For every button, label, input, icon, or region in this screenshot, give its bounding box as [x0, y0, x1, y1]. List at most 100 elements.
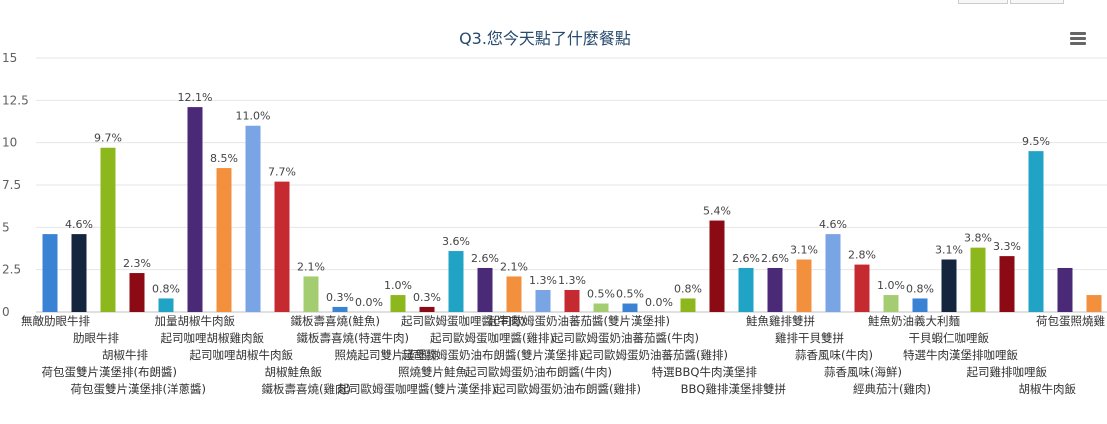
data-label: 1.0% — [877, 279, 905, 292]
data-label: 9.5% — [1022, 135, 1050, 148]
x-tick-label: 荷包蛋照燒雞 — [1036, 314, 1105, 328]
bar[interactable] — [912, 298, 928, 312]
x-tick-label: 特選BBQ牛肉漢堡排 — [652, 365, 758, 379]
y-tick-label: 5 — [2, 220, 10, 234]
x-tick-label: 起司歐姆蛋奶油布朗醬(牛肉) — [465, 365, 612, 379]
bar[interactable] — [854, 264, 870, 312]
bar[interactable] — [535, 289, 551, 312]
bar[interactable] — [187, 107, 203, 313]
x-tick-label: 照燒雙片鮭魚 — [398, 365, 467, 379]
data-label: 0.0% — [645, 296, 673, 309]
data-label: 4.6% — [819, 218, 847, 231]
data-label: 0.0% — [355, 296, 383, 309]
data-label: 0.5% — [616, 288, 644, 301]
y-tick-label: 0 — [2, 305, 10, 319]
bar[interactable] — [274, 181, 290, 312]
bar[interactable] — [796, 259, 812, 312]
data-label: 3.8% — [964, 232, 992, 245]
bar[interactable] — [622, 303, 638, 312]
x-tick-label: 雞排干貝雙拼 — [775, 331, 844, 345]
x-tick-label: BBQ雞排漢堡排雙拼 — [681, 382, 786, 396]
x-tick-label: 鐵板壽喜燒(特選牛肉) — [297, 331, 409, 345]
data-label: 9.7% — [94, 132, 122, 145]
x-tick-label: 蒜香風味(牛肉) — [795, 348, 873, 362]
data-label: 5.4% — [703, 205, 731, 218]
bar[interactable] — [1086, 295, 1102, 312]
x-tick-label: 鐵板壽喜燒(鮭魚) — [291, 314, 380, 328]
data-label: 7.7% — [268, 166, 296, 179]
x-tick-label: 特選牛肉漢堡排咖哩飯 — [903, 348, 1018, 362]
bar[interactable] — [332, 306, 348, 312]
y-tick-label: 2.5 — [2, 263, 21, 277]
bar[interactable] — [1057, 267, 1073, 312]
bar[interactable] — [941, 259, 957, 312]
data-label: 2.8% — [848, 249, 876, 262]
x-tick-label: 起司歐姆蛋奶油布朗醬(雞排) — [494, 382, 641, 396]
bar[interactable] — [564, 289, 580, 312]
bar[interactable] — [448, 251, 464, 312]
data-label: 2.6% — [761, 252, 789, 265]
data-label: 2.6% — [732, 252, 760, 265]
bar[interactable] — [245, 125, 261, 312]
x-tick-label: 起司雞排咖哩飯 — [967, 365, 1048, 379]
bar[interactable] — [593, 303, 609, 312]
bar[interactable] — [680, 298, 696, 312]
x-tick-label: 干貝蝦仁咖哩飯 — [909, 331, 990, 345]
bar[interactable] — [970, 247, 986, 312]
data-label: 3.1% — [790, 244, 818, 257]
data-label: 0.3% — [326, 291, 354, 304]
y-tick-label: 10 — [2, 136, 17, 150]
x-tick-label: 加量胡椒牛肉飯 — [155, 314, 236, 328]
x-tick-label: 起司咖哩胡椒牛肉飯 — [190, 348, 294, 362]
bar[interactable] — [303, 276, 319, 312]
x-tick-label: 起司歐姆蛋奶油蕃茄醬(雙片漢堡排) — [489, 314, 670, 328]
y-tick-label: 12.5 — [2, 93, 29, 107]
x-tick-label: 無敵肋眼牛排 — [21, 314, 90, 328]
x-tick-label: 鮭魚雞排雙拼 — [746, 314, 815, 328]
bar[interactable] — [1028, 151, 1044, 312]
bar[interactable] — [129, 273, 145, 312]
data-label: 12.1% — [178, 91, 213, 104]
bar[interactable] — [216, 168, 232, 312]
chart-title: Q3.您今天點了什麼餐點 — [459, 29, 631, 48]
bar[interactable] — [709, 220, 725, 312]
x-tick-label: 起司歐姆蛋奶油蕃茄醬(牛肉) — [552, 331, 699, 345]
bar[interactable] — [767, 267, 783, 312]
x-tick-label: 起司歐姆蛋奶油布朗醬(雙片漢堡排) — [402, 348, 583, 362]
bar[interactable] — [506, 276, 522, 312]
bar[interactable] — [419, 306, 435, 312]
data-label: 1.0% — [384, 279, 412, 292]
bar[interactable] — [158, 298, 174, 312]
bar[interactable] — [390, 295, 406, 312]
data-label: 2.1% — [500, 260, 528, 273]
x-tick-label: 起司歐姆蛋奶油蕃茄醬(雞排) — [581, 348, 728, 362]
x-tick-label: 胡椒鮭魚飯 — [265, 365, 323, 379]
x-tick-label: 起司咖哩胡椒雞肉飯 — [161, 331, 265, 345]
hamburger-icon — [1070, 32, 1086, 35]
data-label: 0.8% — [152, 282, 180, 295]
top-tab-right — [1010, 0, 1064, 4]
bar[interactable] — [883, 295, 899, 312]
x-tick-label: 荷包蛋雙片漢堡排(布朗醬) — [42, 365, 177, 379]
x-tick-label: 起司歐姆蛋咖哩醬(雞排) — [430, 331, 554, 345]
data-label: 0.3% — [413, 291, 441, 304]
y-tick-label: 15 — [2, 51, 17, 65]
chart-menu-button[interactable] — [1062, 28, 1092, 50]
bar[interactable] — [999, 256, 1015, 312]
bar[interactable] — [477, 267, 493, 312]
x-tick-label: 起司歐姆蛋咖哩醬(牛肉) — [401, 314, 525, 328]
bar[interactable] — [738, 267, 754, 312]
x-tick-label: 起司歐姆蛋咖哩醬(雙片漢堡排) — [338, 382, 496, 396]
x-tick-label: 胡椒牛排 — [102, 348, 148, 362]
bar[interactable] — [825, 234, 841, 312]
bar[interactable] — [42, 234, 58, 312]
bar[interactable] — [100, 147, 116, 312]
data-label: 4.6% — [65, 218, 93, 231]
bar[interactable] — [71, 234, 87, 312]
data-label: 3.6% — [442, 235, 470, 248]
y-tick-label: 7.5 — [2, 178, 21, 192]
data-label: 8.5% — [210, 152, 238, 165]
data-label: 0.5% — [587, 288, 615, 301]
